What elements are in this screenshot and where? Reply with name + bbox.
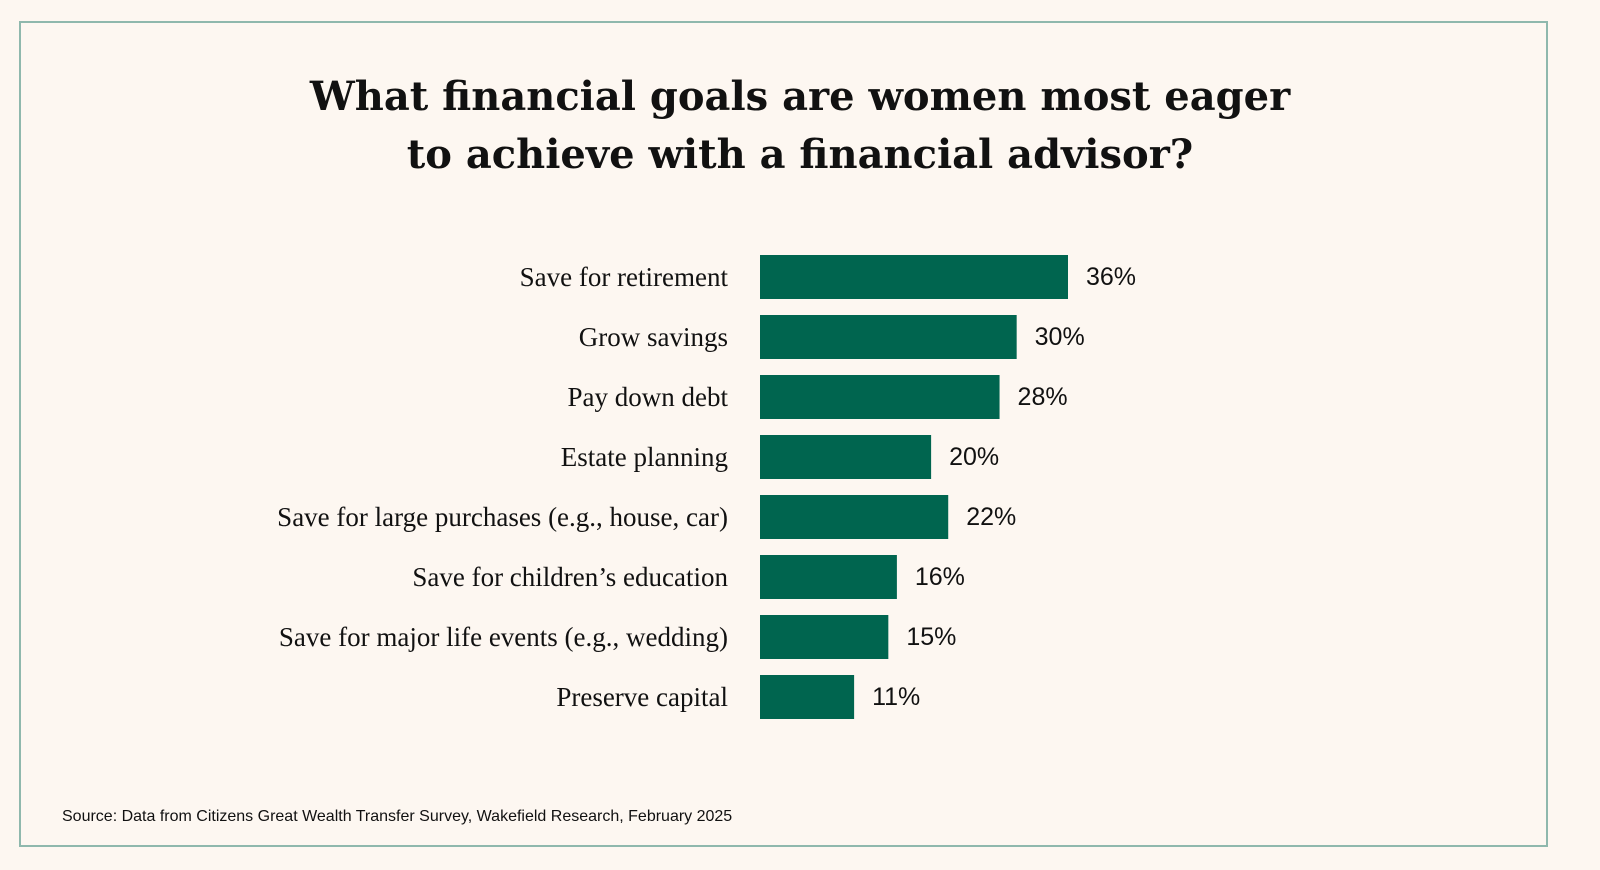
- category-label: Preserve capital: [556, 682, 728, 712]
- bar: [760, 675, 855, 719]
- value-label: 15%: [906, 623, 956, 651]
- bar: [760, 615, 889, 659]
- category-label: Estate planning: [561, 442, 728, 472]
- value-label: 20%: [949, 443, 999, 471]
- value-label: 11%: [872, 683, 920, 711]
- bar: [760, 435, 932, 479]
- category-label: Save for retirement: [520, 262, 729, 292]
- chart-frame: [19, 21, 1548, 847]
- value-label: 30%: [1035, 323, 1085, 351]
- chart-title: What financial goals are women most eage…: [0, 68, 1600, 184]
- chart-title-line-2: to achieve with a financial advisor?: [406, 131, 1194, 178]
- category-label: Grow savings: [579, 322, 728, 352]
- category-label: Save for major life events (e.g., weddin…: [279, 622, 728, 652]
- source-note: Source: Data from Citizens Great Wealth …: [62, 808, 733, 825]
- bar: [760, 255, 1068, 299]
- category-label: Save for large purchases (e.g., house, c…: [277, 502, 728, 532]
- category-label: Pay down debt: [568, 382, 729, 412]
- chart-title-line-1: What financial goals are women most eage…: [309, 73, 1291, 120]
- bar: [760, 495, 949, 539]
- value-label: 28%: [1018, 383, 1068, 411]
- bar: [760, 375, 1000, 419]
- value-label: 22%: [966, 503, 1016, 531]
- bar: [760, 315, 1017, 359]
- value-label: 36%: [1086, 263, 1136, 291]
- category-label: Save for children’s education: [412, 562, 728, 592]
- value-label: 16%: [915, 563, 965, 591]
- bar: [760, 555, 897, 599]
